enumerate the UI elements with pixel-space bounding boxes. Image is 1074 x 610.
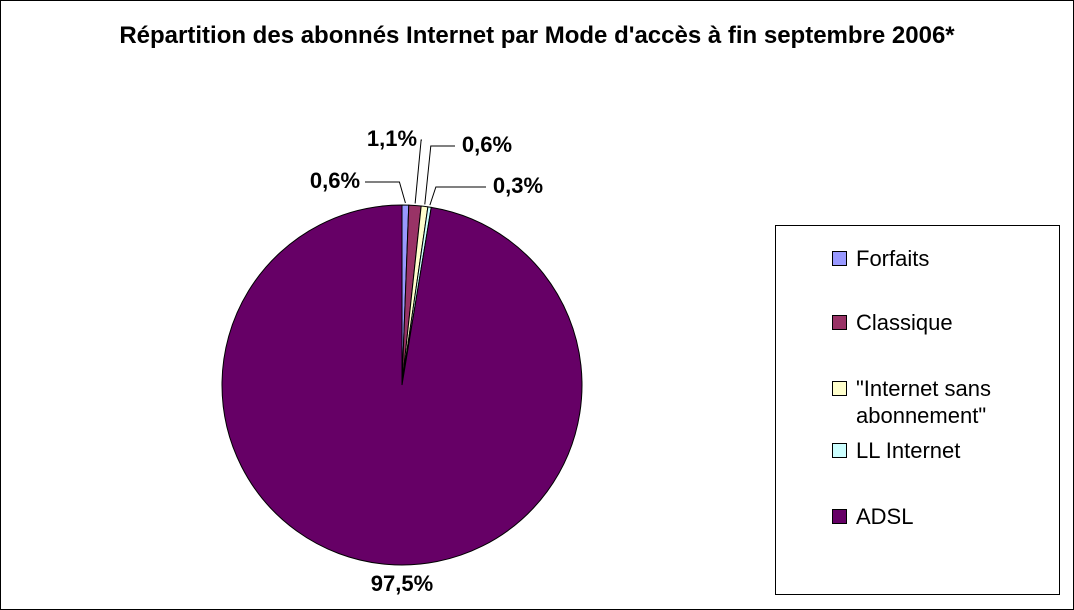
legend-swatch	[832, 251, 847, 266]
legend-swatch	[832, 315, 847, 330]
data-label: 0,6%	[310, 168, 360, 193]
legend-swatch	[832, 381, 847, 396]
data-label: 0,6%	[462, 132, 512, 157]
leader-line	[429, 186, 486, 206]
legend-swatch	[832, 509, 847, 524]
leader-line	[365, 181, 406, 204]
legend-label: Classique	[856, 310, 953, 335]
legend-label: LL Internet	[856, 438, 961, 463]
legend-label: Forfaits	[856, 246, 930, 271]
legend: Forfaits Classique "Internet sans abonneme…	[775, 225, 1060, 595]
pie-slice	[221, 204, 583, 566]
data-label: 1,1%	[367, 126, 417, 151]
legend-swatch	[832, 443, 847, 458]
data-label: 97,5%	[371, 571, 433, 596]
legend-label: "Internet sans abonnement"	[856, 376, 991, 428]
leader-line	[424, 145, 455, 205]
chart-title: Répartition des abonnés Internet par Mod…	[119, 22, 955, 49]
leader-line	[414, 139, 422, 204]
legend-label: ADSL	[856, 504, 914, 529]
data-label: 0,3%	[493, 173, 543, 198]
